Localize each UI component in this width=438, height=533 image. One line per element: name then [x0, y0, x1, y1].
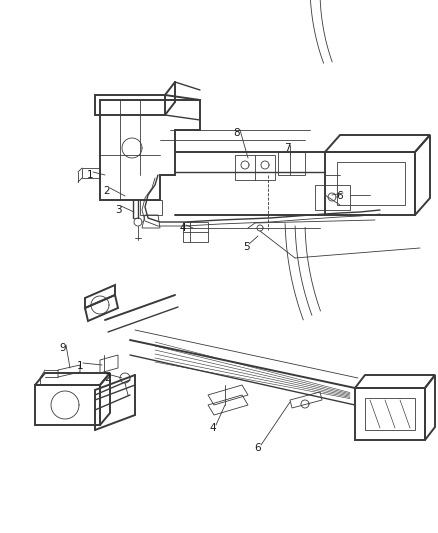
Text: 6: 6 [337, 191, 343, 201]
Text: 7: 7 [284, 143, 290, 153]
Text: 5: 5 [243, 242, 249, 252]
Text: 3: 3 [115, 205, 121, 215]
Text: 1: 1 [87, 170, 93, 180]
Text: 6: 6 [254, 443, 261, 453]
Text: 9: 9 [60, 343, 66, 353]
Text: 2: 2 [105, 373, 111, 383]
Text: 8: 8 [234, 128, 240, 138]
Text: 4: 4 [210, 423, 216, 433]
Text: 2: 2 [104, 186, 110, 196]
Text: 1: 1 [77, 361, 83, 371]
Text: 4: 4 [180, 223, 186, 233]
